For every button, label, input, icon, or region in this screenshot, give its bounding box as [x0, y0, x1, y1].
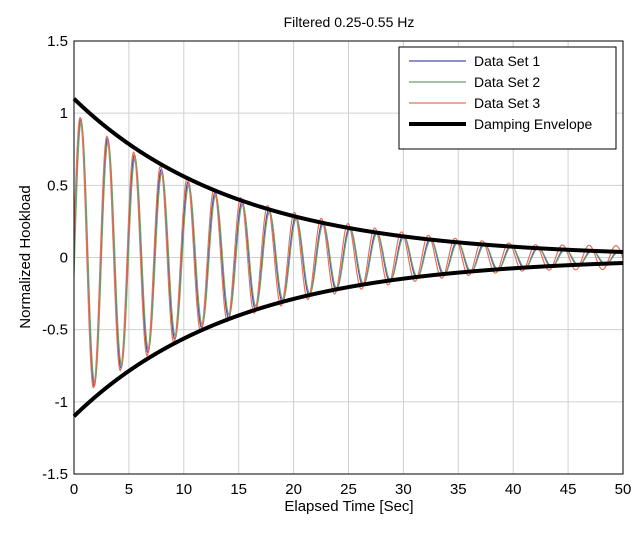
series-line-data-set-2 — [73, 121, 624, 384]
plot-frame — [73, 40, 624, 475]
damping-envelope-upper — [72, 97, 624, 254]
axes — [73, 40, 624, 475]
x-tick-label: 35 — [450, 481, 467, 498]
y-tick-label: 1.5 — [47, 33, 68, 50]
y-tick-label: 1 — [60, 105, 68, 122]
y-tick-label: -1.5 — [42, 466, 68, 483]
y-tick-label: 0.5 — [47, 177, 68, 194]
y-tick-label: 0 — [60, 250, 68, 267]
x-tick-label: 30 — [395, 481, 412, 498]
x-tick-label: 0 — [70, 481, 78, 498]
tick-labels: 0 5 10 15 20 25 30 35 40 45 50 -1.5 -1 -0.5 0 0.5 1 1.5 — [42, 33, 631, 498]
x-tick-label: 15 — [230, 481, 247, 498]
legend-box — [398, 46, 617, 150]
x-tick-label: 5 — [125, 481, 133, 498]
y-tick-label: -0.5 — [42, 322, 68, 339]
x-tick-label: 20 — [285, 481, 302, 498]
legend-label-data-set-2: Data Set 2 — [474, 74, 540, 90]
series-line-data-set-3 — [73, 117, 624, 389]
chart-title: Filtered 0.25-0.55 Hz — [284, 14, 415, 30]
x-tick-label: 45 — [560, 481, 577, 498]
x-tick-label: 10 — [175, 481, 192, 498]
damping-envelope-lower — [72, 261, 624, 418]
legend: Data Set 1 Data Set 2 Data Set 3 Damping… — [398, 46, 617, 150]
x-tick-label: 25 — [340, 481, 357, 498]
x-tick-label: 40 — [505, 481, 522, 498]
x-tick-label: 50 — [615, 481, 632, 498]
y-axis-label: Normalized Hookload — [17, 185, 34, 328]
legend-label-data-set-3: Data Set 3 — [474, 95, 540, 111]
legend-label-data-set-1: Data Set 1 — [474, 53, 540, 69]
y-tick-label: -1 — [55, 394, 68, 411]
envelope-layer — [72, 97, 624, 418]
x-axis-label: Elapsed Time [Sec] — [284, 498, 413, 515]
legend-label-damping-envelope: Damping Envelope — [474, 116, 593, 132]
